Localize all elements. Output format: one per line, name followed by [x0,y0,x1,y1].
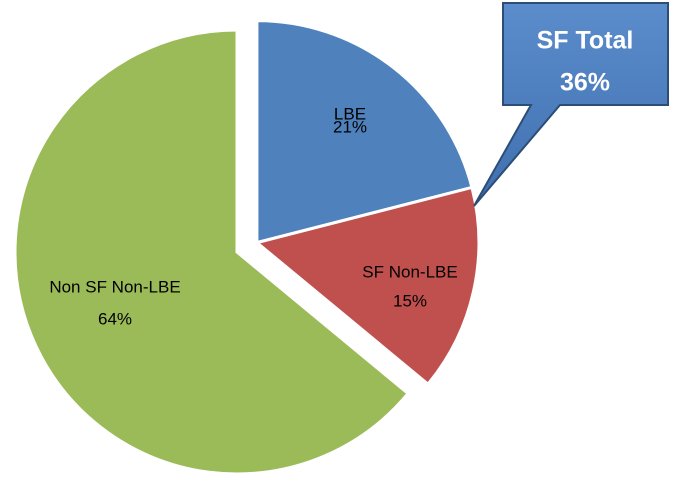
category-label: LBE [334,104,366,123]
callout: SF Total 36% [473,2,669,207]
value-label: 21% [333,117,367,136]
callout-title: SF Total [537,27,634,55]
callout-label: 36% [560,69,610,97]
pie-slice [255,19,474,245]
callout-box [473,2,669,207]
pie [13,19,481,476]
category-label: Non SF Non-LBE [49,277,180,296]
pie-slice [13,28,411,476]
category-label: SF Non-LBE [362,262,457,281]
value-label: 64% [98,309,132,328]
value-label: 15% [393,291,427,310]
